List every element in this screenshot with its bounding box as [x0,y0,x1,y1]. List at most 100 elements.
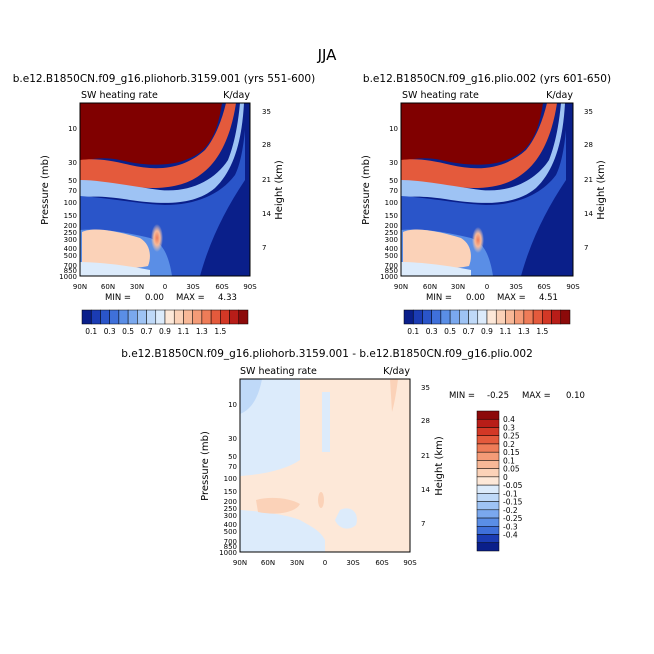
colorbar-swatch [127,309,138,325]
panel-3-x-ticks: 90N 60N 30N 0 30S 60S 90S [233,559,417,567]
colorbar-swatch [81,309,92,325]
y2-tick-label: 21 [262,176,271,184]
colorbar-label: 0.3 [503,423,515,432]
y-tick-label: 70 [389,187,398,195]
colorbar-label: -0.4 [503,531,518,540]
panel-3-frame [239,378,411,553]
y-tick-label: 700 [224,538,237,546]
y-tick-label: 850 [385,267,398,275]
y-tick-label: 30 [228,435,237,443]
colorbar-swatch [90,309,101,325]
min-label: MIN = [449,391,475,401]
panel-2-minmax: MIN = 0.00 MAX = 4.51 [426,293,558,303]
y-tick-label: 150 [64,212,77,220]
y-tick-label: 700 [64,262,77,270]
colorbar-swatch [173,309,184,325]
y-tick-label: 200 [385,222,398,230]
panel-2-frame [400,102,574,277]
colorbar-label: 0 [503,473,508,482]
colorbar-label: 0.25 [503,432,520,441]
colorbar-swatch [505,309,515,325]
colorbar-swatch [201,309,212,325]
colorbar-swatch [431,309,442,325]
y2-tick-label: 35 [262,108,271,116]
colorbar-swatch [100,309,110,325]
y2-tick-label: 28 [421,417,430,425]
colorbar-swatch [118,309,129,325]
y2-tick-label: 35 [584,108,593,116]
panel-1-ylabel: Pressure (mb) [40,155,51,225]
colorbar-swatch [551,309,562,325]
colorbar-swatch [476,517,500,527]
y-tick-label: 850 [224,543,237,551]
colorbar-swatch [137,309,147,325]
colorbar-label: 1.1 [499,327,511,336]
panel-2-right-label: K/day [546,90,573,101]
y-tick-label: 10 [228,401,237,409]
colorbar-swatch [476,435,500,445]
y2-tick-label: 7 [584,244,588,252]
colorbar-label: 1.3 [518,327,530,336]
colorbar-label: -0.05 [503,481,523,490]
y-tick-label: 500 [385,252,398,260]
x-tick-label: 90N [233,559,247,567]
colorbar-label: 0.3 [104,327,116,336]
colorbar-label: 1.1 [177,327,189,336]
y-tick-label: 70 [228,463,237,471]
min-value: -0.25 [487,391,509,401]
colorbar-label: 0.2 [503,440,515,449]
y-tick-label: 200 [64,222,77,230]
colorbar-swatch [440,309,451,325]
colorbar-swatch [476,509,500,519]
y-tick-label: 200 [224,498,237,506]
y-tick-label: 150 [385,212,398,220]
colorbar-label: 0.15 [503,448,520,457]
panel-3-minmax: MIN = -0.25 MAX = 0.10 [449,391,585,401]
y-tick-label: 30 [389,159,398,167]
panel-1-y-ticks: 10 30 50 70 100 150 200 250 300 400 500 … [59,125,77,281]
panel-3-field [240,379,410,552]
colorbar-swatch [229,309,240,325]
colorbar-swatch [476,427,500,436]
colorbar-swatch [542,309,552,325]
colorbar-swatch [238,309,249,325]
y-tick-label: 500 [224,528,237,536]
colorbar-swatch [476,468,500,478]
colorbar-swatch [476,418,500,428]
y2-tick-label: 21 [421,452,430,460]
y-tick-label: 250 [224,505,237,513]
panel-3-left-label: SW heating rate [240,366,317,377]
colorbar-swatch [532,309,543,325]
y-tick-label: 50 [68,177,77,185]
y-tick-label: 1000 [219,549,237,557]
panel-3: b.e12.B1850CN.f09_g16.pliohorb.3159.001 … [121,348,585,567]
min-label: MIN = [426,293,452,303]
y-tick-label: 250 [385,229,398,237]
y-tick-label: 10 [68,125,77,133]
x-tick-label: 60N [423,283,437,291]
y-tick-label: 150 [224,488,237,496]
panel-2-y2label: Height (km) [596,160,607,220]
colorbar-swatch [422,309,432,325]
colorbar-swatch [560,309,571,325]
y-tick-label: 250 [64,229,77,237]
colorbar-swatch [459,309,469,325]
colorbar-label: 1.5 [214,327,226,336]
y2-tick-label: 28 [262,141,271,149]
panel-2-y2-ticks: 35 28 21 14 7 [584,108,593,252]
y-tick-label: 300 [64,236,77,244]
x-tick-label: 60S [375,559,389,567]
colorbar-label: 0.9 [159,327,171,336]
colorbar-swatch [476,534,500,544]
panel-1-left-label: SW heating rate [81,90,158,101]
y-tick-label: 50 [389,177,398,185]
colorbar-swatch [210,309,221,325]
x-tick-label: 30S [509,283,523,291]
colorbar-label: -0.25 [503,514,523,523]
colorbar-label: 0.4 [503,415,515,424]
colorbar-swatch [476,410,500,420]
figure-title: JJA [317,46,338,64]
panel-1-frame [79,102,251,277]
colorbar-swatch [476,542,500,552]
max-label: MAX = [522,391,551,401]
